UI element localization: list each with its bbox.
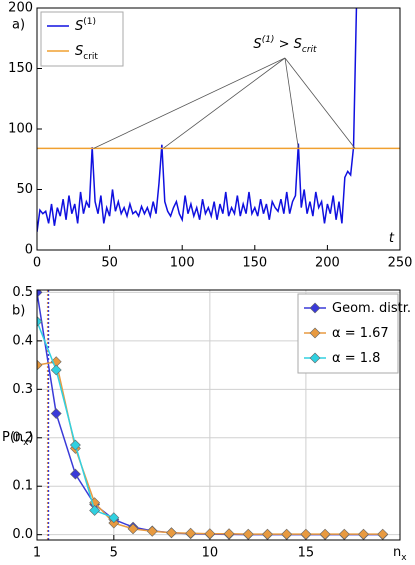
data-marker (69, 439, 81, 451)
y-tick-label: 0.1 (12, 479, 33, 494)
y-axis-label: P(nx) (2, 430, 34, 448)
y-tick-label: 0.3 (12, 382, 33, 397)
x-tick-label: 10 (202, 546, 219, 561)
text-part: n (393, 545, 401, 560)
data-marker (50, 364, 62, 376)
data-marker (37, 290, 43, 298)
data-marker (300, 528, 312, 540)
x-tick-label: 50 (101, 256, 118, 271)
data-marker (223, 528, 235, 540)
legend-marker (309, 352, 321, 364)
y-tick-label: 0.0 (12, 527, 33, 542)
data-marker (262, 528, 273, 540)
legend-label: α = 1.67 (332, 326, 389, 341)
legend-box (40, 11, 124, 67)
x-tick-label: 15 (298, 546, 315, 561)
data-marker (185, 527, 197, 539)
x-tick-label: 150 (242, 256, 267, 271)
text-part: t (389, 231, 395, 246)
legend-label: Scrit (75, 44, 98, 62)
y-tick-label: 200 (8, 1, 33, 16)
legend-label: α = 1.8 (332, 351, 380, 366)
legend-marker (309, 327, 321, 339)
panel-label: a) (12, 18, 25, 33)
y-tick-label: 50 (16, 182, 33, 197)
text-part: crit (302, 45, 317, 55)
legend-text: α = 1.67 (332, 326, 389, 341)
legend-text: S (75, 19, 83, 34)
x-tick-label: 0 (33, 256, 41, 271)
y-tick-label: 150 (8, 61, 33, 76)
legend-label: Geom. distr. (332, 301, 411, 316)
text-part: ) (28, 430, 33, 445)
x-tick-label: 200 (315, 256, 340, 271)
legend-text: Geom. distr. (332, 301, 411, 316)
text-part: S (294, 37, 302, 52)
data-marker (377, 528, 389, 540)
data-marker (146, 525, 158, 537)
data-marker (242, 528, 254, 540)
text-part: x (401, 553, 407, 562)
data-marker (37, 316, 43, 327)
legend-sup: (1) (83, 17, 96, 27)
data-marker (358, 528, 369, 540)
series-line (37, 8, 358, 232)
data-marker (89, 505, 101, 516)
data-marker (37, 359, 43, 371)
annotation: S(1) > Scrit (253, 35, 317, 55)
x-tick-label: 5 (110, 546, 118, 561)
annotation-line (284, 57, 299, 149)
x-axis-label: t (389, 231, 395, 246)
text-part: x (23, 438, 29, 448)
y-tick-label: 0.5 (12, 285, 33, 300)
x-axis-label: nx (393, 545, 407, 562)
data-marker (50, 408, 62, 419)
data-marker (204, 528, 216, 540)
legend-label: S(1) (75, 17, 96, 34)
data-marker (69, 468, 81, 480)
text-part: (1) (262, 35, 275, 45)
x-tick-label: 100 (170, 256, 195, 271)
plot-area (37, 290, 389, 540)
x-tick-label: 250 (388, 256, 413, 271)
data-marker (108, 512, 120, 524)
legend-sub: crit (83, 52, 98, 62)
annotation-line (163, 57, 286, 149)
panel-label: b) (12, 304, 25, 319)
data-marker (281, 528, 293, 540)
annotation-line (284, 57, 356, 149)
text-part: > (274, 37, 293, 52)
data-marker (127, 523, 139, 535)
data-marker (338, 528, 350, 540)
text-part: S (253, 37, 261, 52)
legend-marker (309, 302, 321, 314)
text-part: P(n (2, 430, 23, 445)
y-tick-label: 100 (8, 122, 33, 137)
data-marker (166, 527, 177, 539)
annotation-line (93, 57, 286, 149)
y-tick-label: 0.2 (12, 430, 33, 445)
plot-area (37, 8, 400, 232)
legend-text: S (75, 44, 83, 59)
legend-text: α = 1.8 (332, 351, 380, 366)
x-tick-label: 1 (33, 546, 41, 561)
y-tick-label: 0 (25, 243, 33, 258)
plot-frame (36, 7, 401, 251)
y-tick-label: 0.4 (12, 333, 33, 348)
data-marker (319, 528, 331, 540)
plot-frame (36, 289, 401, 541)
